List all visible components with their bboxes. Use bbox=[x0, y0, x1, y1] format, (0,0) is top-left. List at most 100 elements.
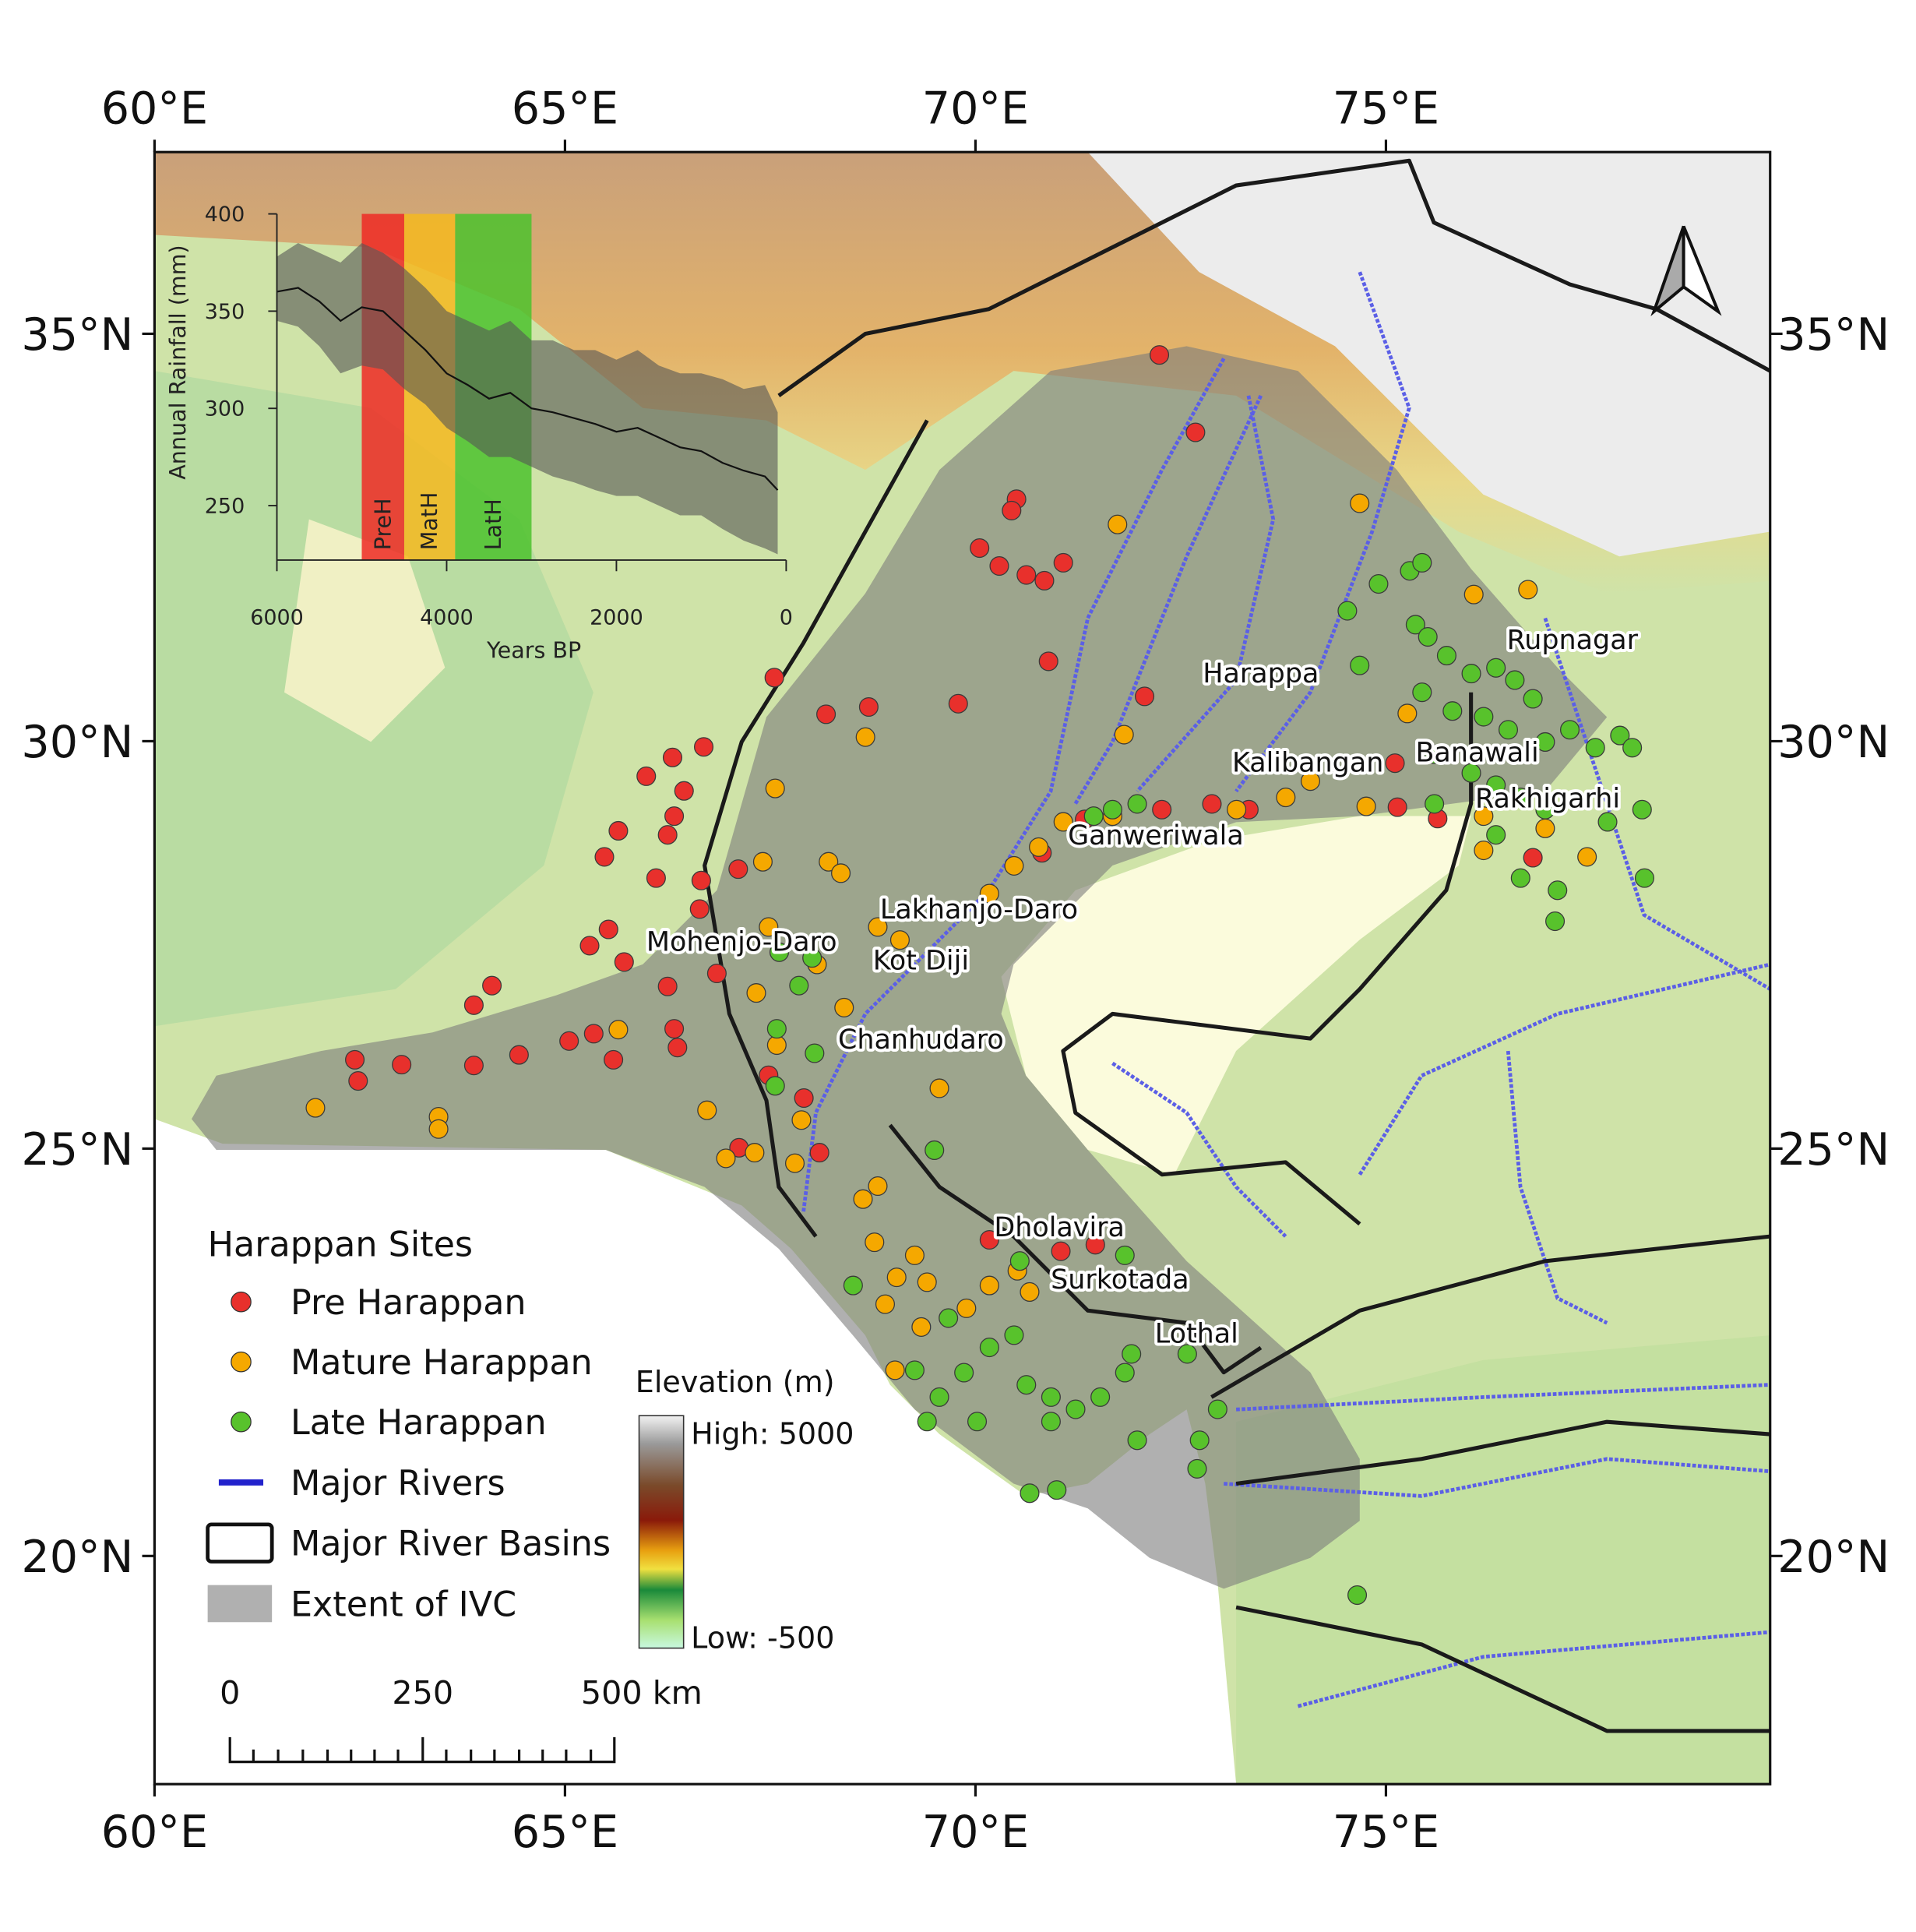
site-point bbox=[858, 696, 879, 717]
site-point bbox=[1202, 794, 1222, 814]
site-point bbox=[1038, 651, 1058, 672]
site-point bbox=[1548, 880, 1568, 901]
site-point bbox=[1597, 812, 1618, 832]
site-point bbox=[1127, 794, 1147, 814]
site-point bbox=[1041, 1412, 1061, 1432]
site-point bbox=[929, 1387, 949, 1407]
river bbox=[1224, 1457, 1770, 1498]
site-point bbox=[1108, 514, 1128, 534]
site-point bbox=[1577, 847, 1597, 867]
site-point bbox=[816, 704, 836, 724]
river bbox=[1111, 1061, 1287, 1238]
site-point bbox=[1016, 1375, 1037, 1395]
site-point bbox=[1122, 1344, 1142, 1364]
site-point bbox=[805, 1043, 825, 1063]
site-point bbox=[509, 1045, 529, 1065]
site-point bbox=[664, 1019, 685, 1039]
period-label: MatH bbox=[416, 492, 442, 550]
site-point bbox=[809, 1143, 829, 1163]
river bbox=[1543, 617, 1770, 991]
elevation-low: Low: -500 bbox=[691, 1621, 834, 1655]
y-tick-label: 20°N bbox=[21, 1532, 133, 1583]
scale-label: 0 bbox=[220, 1674, 240, 1712]
site-point bbox=[1047, 1480, 1067, 1500]
site-point bbox=[463, 1056, 484, 1076]
site-point bbox=[925, 1140, 945, 1160]
site-point bbox=[1486, 775, 1506, 795]
site-point bbox=[784, 1153, 805, 1173]
site-point bbox=[579, 936, 600, 956]
site-point bbox=[345, 1049, 365, 1070]
site-point bbox=[1009, 1251, 1030, 1271]
site-point bbox=[1185, 422, 1206, 442]
site-point bbox=[1425, 794, 1445, 814]
elevation-high: High: 5000 bbox=[691, 1417, 854, 1451]
site-point bbox=[956, 1298, 977, 1318]
site-point bbox=[614, 952, 634, 972]
site-point bbox=[802, 948, 822, 968]
inset-y-tick-label: 400 bbox=[205, 203, 245, 227]
x-tick-label: 75°E bbox=[1333, 1807, 1439, 1858]
inset-x-label: Years BP bbox=[486, 636, 581, 663]
legend-label: Major Rivers bbox=[291, 1464, 505, 1504]
site-point bbox=[1020, 1483, 1040, 1504]
site-point bbox=[904, 1360, 925, 1380]
river bbox=[1235, 1383, 1770, 1412]
basin-boundary bbox=[1061, 692, 1474, 1226]
site-point bbox=[889, 930, 910, 950]
elevation-title: Elevation (m) bbox=[636, 1365, 835, 1399]
site-point bbox=[1510, 788, 1530, 808]
site-point bbox=[1405, 615, 1425, 635]
site-point bbox=[1461, 664, 1481, 684]
site-point bbox=[979, 1338, 999, 1358]
site-point bbox=[1505, 670, 1525, 690]
y-tick-label: 35°N bbox=[21, 309, 133, 361]
site-point bbox=[904, 1245, 925, 1265]
site-point bbox=[1412, 552, 1432, 573]
y-tick-label: 35°N bbox=[1777, 309, 1890, 361]
legend-swatch bbox=[231, 1411, 252, 1433]
site-point bbox=[1510, 868, 1530, 888]
site-point bbox=[689, 899, 710, 919]
site-point bbox=[1149, 345, 1170, 365]
period-label: PreH bbox=[369, 498, 396, 550]
river bbox=[1234, 271, 1411, 793]
site-point bbox=[868, 917, 888, 937]
site-point bbox=[765, 778, 785, 799]
site-label: Chanhudaro bbox=[838, 1024, 1004, 1056]
site-point bbox=[764, 668, 784, 688]
site-point bbox=[989, 556, 1009, 576]
basin-plain bbox=[284, 519, 446, 742]
site-label: Rakhigarhi bbox=[1475, 783, 1620, 814]
legend-swatch bbox=[231, 1351, 252, 1373]
x-tick-label: 70°E bbox=[922, 1807, 1029, 1858]
site-point bbox=[1610, 725, 1630, 746]
site-point bbox=[608, 820, 629, 841]
site-point bbox=[875, 1294, 896, 1314]
y-tick-label: 30°N bbox=[21, 717, 133, 768]
site-point bbox=[463, 995, 484, 1015]
site-label: Dholavira bbox=[994, 1212, 1125, 1243]
site-point bbox=[1634, 868, 1654, 888]
site-point bbox=[1523, 848, 1543, 868]
north-arrow bbox=[1650, 225, 1722, 317]
site-point bbox=[791, 1110, 812, 1130]
site-point bbox=[1518, 580, 1538, 600]
site-point bbox=[594, 847, 615, 867]
legend-basin-swatch bbox=[206, 1522, 274, 1564]
site-point bbox=[1029, 837, 1049, 857]
site-point bbox=[1368, 574, 1389, 594]
x-tick-label: 60°E bbox=[101, 83, 208, 135]
ivc-extent bbox=[192, 346, 1608, 1589]
site-point bbox=[766, 1035, 787, 1056]
site-point bbox=[979, 1275, 999, 1296]
site-point bbox=[1115, 1363, 1135, 1383]
site-point bbox=[979, 883, 999, 904]
site-point bbox=[1135, 686, 1155, 707]
site-point bbox=[853, 1189, 873, 1209]
site-point bbox=[929, 1078, 949, 1098]
site-point bbox=[1622, 738, 1643, 758]
site-point bbox=[1053, 552, 1073, 573]
